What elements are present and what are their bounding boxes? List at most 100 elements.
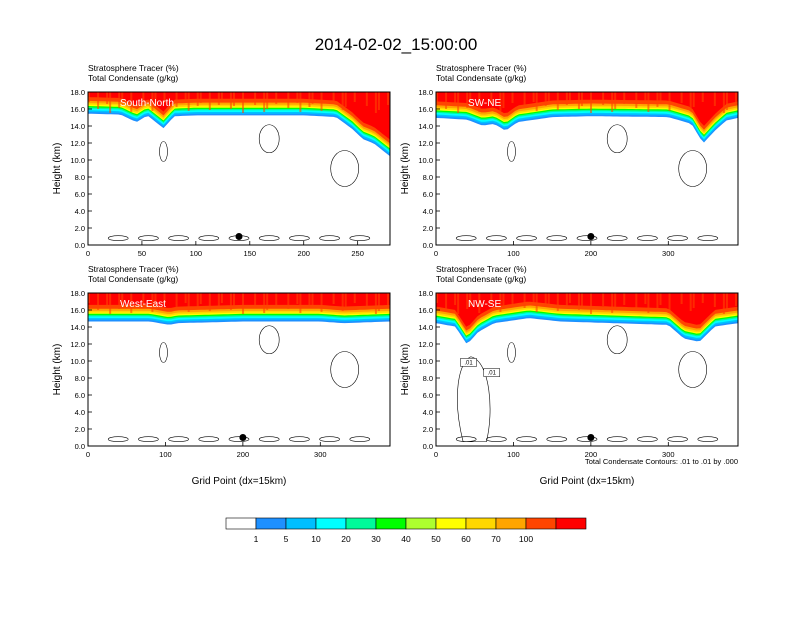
tracer-streak [275, 92, 278, 104]
y-tick-label: 2.0 [75, 425, 85, 434]
tracer-streak [523, 92, 526, 107]
tracer-streak [701, 92, 704, 102]
x-tick-label: 300 [662, 450, 675, 459]
y-tick-label: 10.0 [418, 156, 433, 165]
colorbar-label: 5 [284, 534, 289, 544]
condensate-contour [330, 351, 360, 388]
condensate-contour [138, 436, 159, 443]
tracer-streak [308, 293, 311, 308]
tracer-streak [499, 92, 502, 111]
tracer-streak [680, 293, 683, 304]
y-tick-label: 10.0 [70, 357, 85, 366]
x-axis-label: Grid Point (dx=15km) [192, 476, 287, 487]
panel-nw-se: Stratosphere Tracer (%)Total Condensate … [400, 264, 739, 487]
tracer-streak [544, 293, 547, 307]
tracer-streak [577, 92, 580, 109]
tracer-streak [308, 92, 311, 107]
colorbar-label: 100 [519, 534, 533, 544]
panel-header-tracer: Stratosphere Tracer (%) [436, 264, 527, 274]
x-tick-label: 100 [507, 249, 520, 258]
tracer-streak [523, 293, 526, 308]
condensate-contour [516, 235, 537, 241]
condensate-contour [697, 235, 719, 241]
tracer-streak [263, 92, 266, 112]
condensate-contour [606, 235, 628, 241]
y-axis-label: Height (km) [400, 143, 411, 195]
condensate-contour [198, 235, 220, 241]
condensate-contour [168, 436, 189, 443]
tracer-streak [635, 92, 638, 108]
tracer-band [88, 92, 390, 140]
tracer-streak [365, 92, 368, 106]
tracer-streak [130, 92, 133, 112]
colorbar-swatch [555, 517, 587, 530]
y-tick-label: 16.0 [418, 306, 433, 315]
colorbar-swatch [495, 517, 527, 530]
tracer-streak [547, 293, 550, 304]
tracer-streak [151, 92, 154, 111]
tracer-streak [535, 293, 538, 312]
tracer-streak [106, 92, 109, 104]
tracer-streak [689, 92, 692, 110]
condensate-contour [455, 436, 477, 443]
contour-label-box [460, 358, 477, 367]
tracer-streak [341, 293, 344, 311]
tracer-streak [184, 293, 187, 303]
contour-label: .01 [464, 360, 473, 366]
condensate-contour [667, 436, 688, 443]
panel-south-north: Stratosphere Tracer (%)Total Condensate … [52, 63, 391, 258]
condensate-contour [289, 436, 310, 443]
tracer-streak [644, 92, 647, 103]
panel-header-tracer: Stratosphere Tracer (%) [88, 264, 179, 274]
tracer-streak [344, 92, 347, 107]
condensate-contour [697, 436, 719, 443]
tracer-streak [163, 92, 166, 103]
tracer-streak [502, 92, 505, 108]
condensate-contour [258, 235, 280, 241]
tracer-streak [725, 92, 728, 110]
tracer-streak [532, 293, 535, 303]
tracer-streak [659, 92, 662, 104]
tracer-streak [466, 293, 469, 309]
condensate-contour [289, 235, 310, 241]
colorbar-swatch [225, 517, 257, 530]
y-tick-label: 18.0 [70, 289, 85, 298]
tracer-streak [154, 92, 157, 108]
y-tick-label: 10.0 [70, 156, 85, 165]
tracer-streak [97, 293, 100, 310]
tracer-streak [365, 293, 368, 307]
x-axis-label: Grid Point (dx=15km) [540, 476, 635, 487]
tracer-streak [242, 293, 245, 314]
tracer-streak [263, 293, 266, 313]
tracer-streak [275, 293, 278, 305]
tracer-streak [130, 293, 133, 313]
tracer-streak [229, 293, 232, 310]
tracer-streak [196, 293, 199, 307]
tracer-streak [109, 293, 112, 314]
tracer-streak [656, 92, 659, 107]
tracer-streak [502, 293, 505, 309]
tracer-streak [445, 293, 448, 310]
condensate-contour [168, 235, 189, 241]
tracer-streak [121, 293, 124, 306]
tracer-streak [614, 92, 617, 109]
tracer-streak [154, 293, 157, 309]
tracer-streak [701, 293, 704, 303]
y-tick-label: 12.0 [70, 340, 85, 349]
colorbar-swatch [405, 517, 437, 530]
condensate-contour [455, 235, 477, 241]
tracer-streak [217, 92, 220, 105]
tracer-streak [118, 293, 121, 309]
tracer-streak [647, 293, 650, 313]
x-tick-label: 200 [237, 450, 250, 459]
condensate-contour [678, 150, 708, 187]
tracer-streak [287, 293, 290, 309]
y-tick-label: 12.0 [418, 139, 433, 148]
colorbar-label: 10 [311, 534, 321, 544]
tracer-streak [199, 293, 202, 304]
plot-area [88, 293, 390, 443]
x-tick-label: 0 [434, 249, 438, 258]
tracer-streak [353, 92, 356, 102]
x-tick-label: 300 [314, 450, 327, 459]
